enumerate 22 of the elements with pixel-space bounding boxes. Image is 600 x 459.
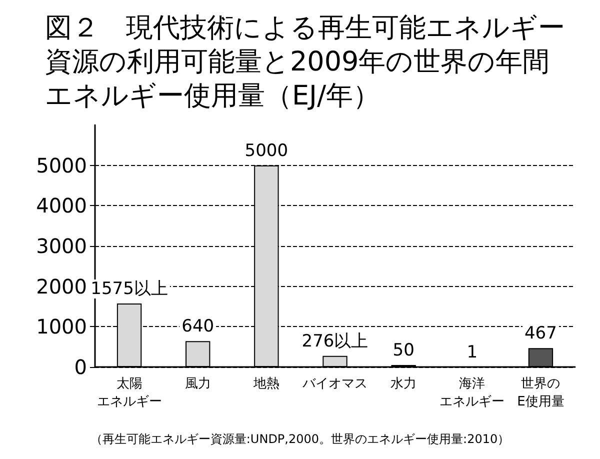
data-label: 50 — [392, 340, 414, 360]
x-tick-label: 海洋エネルギー — [440, 376, 505, 410]
y-tick-label: 0 — [74, 355, 87, 379]
data-label: 640 — [182, 316, 214, 337]
x-tick-label: 風力 — [184, 376, 211, 392]
text: （再生可能エネルギー資源量:UNDP,2000。世界のエネルギー使用量:2010） — [90, 432, 510, 446]
y-tick-label: 5000 — [36, 153, 87, 178]
y-tick-label: 4000 — [36, 194, 87, 218]
data-label: 5000 — [244, 140, 288, 161]
x-tick-label: 水力 — [390, 376, 417, 392]
x-tick-label: 世界のE使用量 — [517, 376, 564, 410]
data-label: 276以上 — [302, 331, 368, 352]
chart-title: 図２ 現代技術による再生可能エネルギー資源の利用可能量と2009年の世界の年間エネルギー使用量（EJ/年） — [45, 12, 565, 112]
x-tick-label: バイオマス — [302, 376, 368, 392]
y-tick-label: 1000 — [36, 314, 87, 339]
data-label: 467 — [524, 324, 557, 344]
x-tick-label: 地熱 — [252, 376, 280, 392]
data-label: 1 — [466, 342, 478, 362]
y-tick-label: 2000 — [36, 274, 87, 298]
x-tick-label: 太陽エネルギー — [96, 376, 162, 410]
y-tick-label: 3000 — [36, 234, 87, 258]
data-label: 1575以上 — [90, 278, 168, 299]
